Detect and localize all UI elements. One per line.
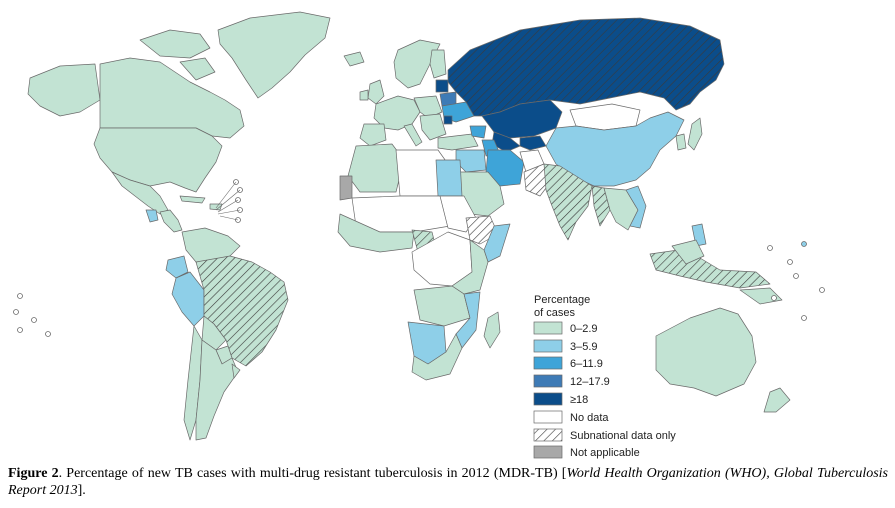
borneo <box>671 239 705 265</box>
usa <box>93 127 223 193</box>
png <box>739 287 783 305</box>
madagascar <box>483 311 501 349</box>
egypt <box>435 159 463 197</box>
balkans <box>419 113 447 141</box>
cuba <box>179 195 206 204</box>
argentina <box>195 339 239 441</box>
iceland <box>343 51 365 67</box>
indonesia <box>649 249 771 289</box>
somalia <box>483 223 511 263</box>
figure-caption: Figure 2. Percentage of new TB cases wit… <box>8 465 888 499</box>
moldova <box>443 115 453 125</box>
ecuador <box>165 255 189 279</box>
australia <box>655 307 757 397</box>
korea <box>675 133 687 151</box>
west-africa <box>337 213 415 253</box>
canada-islands-2 <box>179 57 216 81</box>
western-sahara <box>339 175 353 201</box>
myanmar <box>591 185 611 227</box>
legend-swatch-0 <box>533 321 563 335</box>
legend-swatch-2 <box>533 356 563 370</box>
legend-title-line1: Percentage <box>534 294 590 306</box>
turkey <box>437 133 479 151</box>
iberia <box>359 123 387 147</box>
legend-label-7: Not applicable <box>570 447 640 459</box>
legend-label-0: 0–2.9 <box>570 323 598 335</box>
greenland <box>217 11 331 99</box>
legend-label-1: 3–5.9 <box>570 341 598 353</box>
legend-swatch-7 <box>533 445 563 459</box>
caption-text: . Percentage of new TB cases with multi-… <box>58 466 567 481</box>
japan <box>687 117 703 151</box>
bolivia <box>201 315 227 351</box>
legend-swatch-4 <box>533 392 563 406</box>
peru <box>171 271 205 327</box>
russia <box>447 17 725 117</box>
legend-label-5: No data <box>570 412 609 424</box>
angola-zambia <box>413 285 471 327</box>
norway-sweden <box>393 39 441 89</box>
ireland <box>359 89 369 101</box>
legend-swatch-5 <box>533 410 563 424</box>
legend-swatch-1 <box>533 339 563 353</box>
canada-islands <box>139 29 211 59</box>
legend-label-6: Subnational data only <box>570 430 676 442</box>
alaska <box>27 63 101 117</box>
north-africa-west <box>347 143 405 193</box>
mongolia <box>569 103 641 131</box>
legend-label-3: 12–17.9 <box>570 376 610 388</box>
south-africa <box>411 333 463 381</box>
canada <box>99 57 245 139</box>
guatemala <box>145 209 159 223</box>
new-zealand <box>763 387 791 413</box>
caption-end: ]. <box>77 483 86 498</box>
legend-label-4: ≥18 <box>570 394 588 406</box>
kyrgyz-tajik <box>519 135 547 151</box>
finland <box>429 49 447 79</box>
caucasus <box>469 125 487 139</box>
central-america <box>159 209 183 233</box>
uruguay <box>231 363 241 379</box>
legend-swatch-3 <box>533 374 563 388</box>
kenya-tanzania <box>451 239 489 295</box>
caption-source: World Health Organization (WHO), Global … <box>8 466 889 498</box>
baltics <box>435 79 449 93</box>
legend-swatch-6 <box>533 428 563 442</box>
india <box>543 163 593 241</box>
hispaniola <box>209 203 223 211</box>
uk <box>367 79 385 105</box>
vietnam <box>625 185 647 229</box>
map-legend: Percentage of cases 0–2.9 3–5.9 6–11.9 1… <box>533 294 676 459</box>
legend-label-2: 6–11.9 <box>570 358 603 370</box>
world-map: Percentage of cases 0–2.9 3–5.9 6–11.9 1… <box>13 11 825 459</box>
italy <box>403 123 423 147</box>
legend-title-line2: of cases <box>534 307 575 319</box>
caption-label: Figure 2 <box>8 466 59 481</box>
